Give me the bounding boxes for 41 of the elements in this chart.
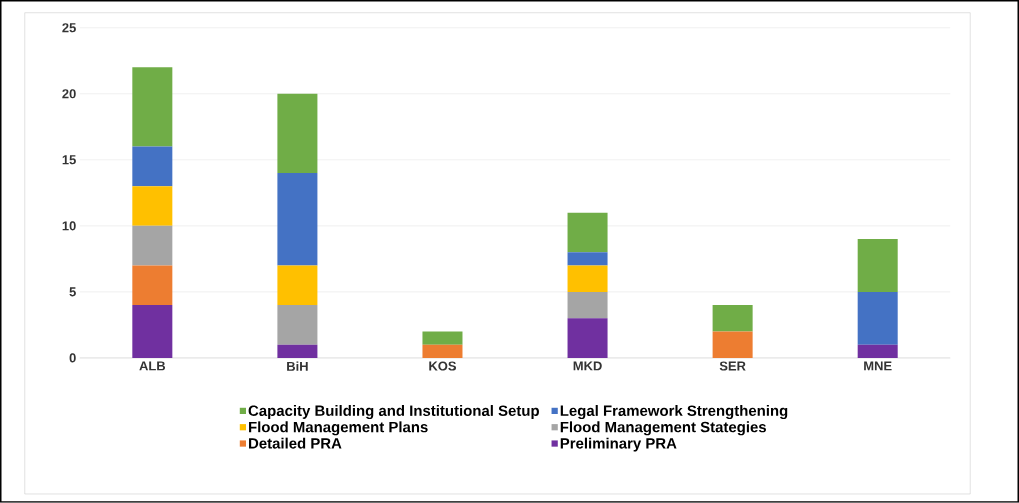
y-tick-label: 10	[62, 221, 76, 231]
x-tick-label: MKD	[573, 361, 602, 371]
bar	[857, 292, 898, 345]
bar	[277, 93, 318, 174]
bar	[132, 186, 173, 226]
bar	[132, 225, 173, 266]
y-tick-label: 25	[62, 23, 76, 33]
legend-label: Flood Management Plans	[249, 421, 428, 436]
bar	[567, 318, 608, 359]
y-tick-label: 5	[69, 287, 76, 297]
legend-label: Preliminary PRA	[560, 437, 677, 452]
bar	[277, 265, 318, 306]
bar	[567, 265, 608, 293]
legend-label: Flood Management Stategies	[560, 421, 766, 436]
bar	[567, 212, 608, 253]
bar	[132, 305, 173, 359]
bar	[277, 305, 318, 345]
x-tick-label: SER	[719, 361, 746, 371]
bar	[132, 67, 173, 147]
bar	[857, 344, 898, 359]
legend-label: Detailed PRA	[249, 437, 342, 449]
x-tick-label: MNE	[864, 361, 892, 371]
bar	[277, 173, 318, 266]
bar	[132, 265, 173, 306]
x-tick-label: ALB	[139, 361, 166, 371]
y-tick-label: 20	[62, 89, 76, 99]
legend-label: Capacity Building and Institutional Setup	[248, 405, 539, 420]
x-tick-label: BiH	[287, 361, 308, 371]
y-tick-label: 0	[69, 353, 76, 363]
bar	[422, 344, 463, 359]
bar	[277, 344, 318, 359]
bar	[857, 239, 898, 293]
bar	[422, 331, 463, 345]
bar	[132, 146, 173, 187]
bar	[567, 292, 608, 319]
legend-label: Legal Framework Strengthening	[560, 405, 788, 420]
x-tick-label: KOS	[429, 361, 457, 371]
y-tick-label: 15	[62, 155, 76, 165]
bar	[567, 252, 608, 266]
bar	[712, 305, 753, 332]
bar	[712, 331, 753, 359]
